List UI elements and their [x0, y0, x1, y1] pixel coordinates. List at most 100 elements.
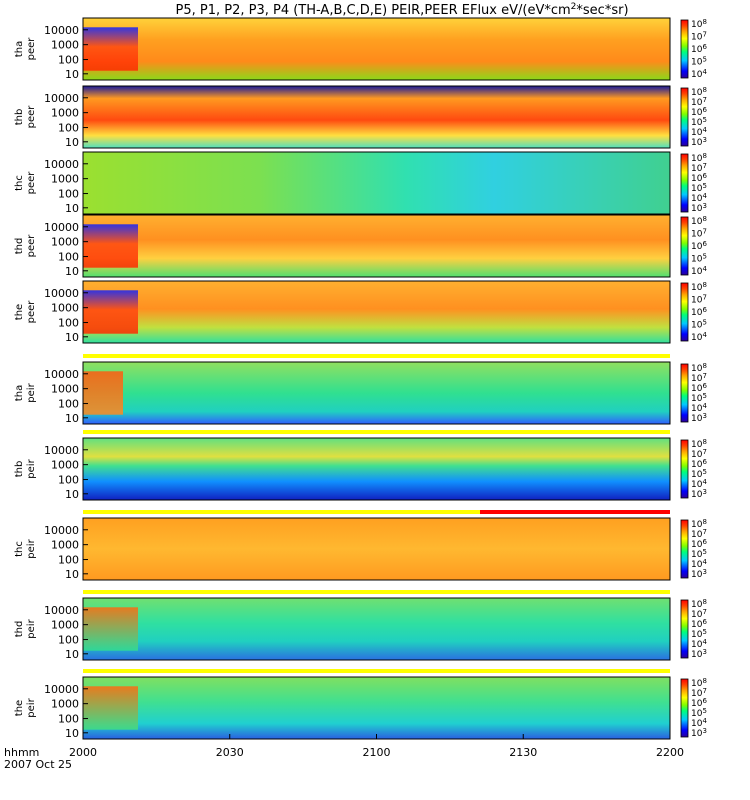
panel-ylabel-2: peir — [26, 382, 37, 402]
y-tick-label: 1000 — [51, 302, 79, 315]
panel-frame — [82, 437, 671, 501]
early-onset-region — [83, 371, 123, 415]
y-tick-label: 10 — [65, 412, 79, 425]
colorbar-tick-label: 108 — [691, 281, 707, 293]
early-onset-region — [83, 27, 138, 71]
y-tick-label: 10000 — [44, 604, 79, 617]
colorbar-tick-label: 108 — [691, 18, 707, 30]
y-tick-label: 1000 — [51, 459, 79, 472]
y-tick-label: 1000 — [51, 107, 79, 120]
y-tick-label: 1000 — [51, 539, 79, 552]
figure-title: P5, P1, P2, P3, P4 (TH-A,B,C,D,E) PEIR,P… — [175, 2, 628, 18]
colorbar — [680, 282, 689, 342]
flag-bar — [83, 669, 670, 673]
y-tick-label: 100 — [58, 634, 79, 647]
flag-bar-red — [480, 510, 670, 514]
colorbar — [680, 363, 689, 423]
x-time-label: hhmm — [4, 746, 39, 759]
y-tick-label: 10000 — [44, 287, 79, 300]
y-tick-label: 1000 — [51, 39, 79, 52]
spectrogram-area — [83, 677, 670, 739]
y-tick-label: 10 — [65, 648, 79, 661]
y-tick-label: 100 — [58, 554, 79, 567]
flag-bar — [83, 354, 670, 358]
panel-frame — [82, 597, 671, 661]
colorbar-tick-label: 105 — [691, 253, 707, 265]
y-tick-label: 10000 — [44, 524, 79, 537]
x-tick-label: 2100 — [363, 746, 391, 759]
colorbar-tick-label: 104 — [691, 68, 707, 80]
x-tick-label: 2130 — [509, 746, 537, 759]
panel-frame — [82, 517, 671, 581]
panel-frame — [82, 214, 671, 278]
colorbar-tick-label: 107 — [691, 31, 707, 43]
colorbar-tick-label: 106 — [691, 306, 707, 318]
y-tick-label: 10 — [65, 68, 79, 81]
colorbar — [680, 19, 689, 79]
colorbar-tick-label: 105 — [691, 319, 707, 331]
y-tick-label: 100 — [58, 54, 79, 67]
colorbar-tick-label: 105 — [691, 56, 707, 68]
x-tick-label: 2030 — [216, 746, 244, 759]
y-tick-label: 10000 — [44, 158, 79, 171]
panel-ylabel-1: thb — [14, 109, 25, 126]
spectrogram-area — [83, 438, 670, 500]
y-tick-label: 10000 — [44, 92, 79, 105]
panel-frame — [82, 85, 671, 149]
early-onset-region — [83, 607, 138, 651]
y-tick-label: 10 — [65, 136, 79, 149]
spectrogram-area — [83, 598, 670, 660]
y-tick-label: 10 — [65, 568, 79, 581]
colorbar-tick-label: 106 — [691, 240, 707, 252]
y-tick-label: 1000 — [51, 698, 79, 711]
panel-ylabel-2: peer — [26, 105, 37, 129]
y-tick-label: 100 — [58, 251, 79, 264]
colorbar-tick-label: 104 — [691, 265, 707, 277]
panel-ylabel-1: thd — [14, 621, 25, 638]
y-tick-label: 1000 — [51, 236, 79, 249]
y-tick-label: 10000 — [44, 368, 79, 381]
panel-ylabel-2: peer — [26, 37, 37, 61]
colorbar-tick-label: 107 — [691, 228, 707, 240]
colorbar — [680, 599, 689, 659]
y-tick-label: 10000 — [44, 221, 79, 234]
panel-ylabel-1: thd — [14, 238, 25, 255]
y-tick-label: 100 — [58, 474, 79, 487]
spectrogram-area — [83, 152, 670, 214]
flag-bar — [83, 590, 670, 594]
y-tick-label: 10000 — [44, 24, 79, 37]
early-onset-region — [83, 290, 138, 334]
colorbar — [680, 439, 689, 499]
time-axis: hhmm 2007 Oct 25 2000 2030 2100 2130 2200 — [4, 734, 684, 771]
panel-ylabel-2: peir — [26, 458, 37, 478]
y-tick-label: 1000 — [51, 173, 79, 186]
spectrogram-area — [83, 215, 670, 277]
colorbar-tick-label: 106 — [691, 43, 707, 55]
spectrogram-area — [83, 18, 670, 80]
early-onset-region — [83, 686, 138, 730]
y-tick-label: 100 — [58, 122, 79, 135]
x-tick-label: 2200 — [656, 746, 684, 759]
x-tick-label: 2000 — [69, 746, 97, 759]
y-tick-label: 10 — [65, 488, 79, 501]
y-tick-label: 10000 — [44, 444, 79, 457]
panel-ylabel-2: peer — [26, 171, 37, 195]
colorbar — [680, 678, 689, 738]
colorbar-tick-label: 108 — [691, 215, 707, 227]
panel-ylabel-1: thc — [14, 175, 25, 191]
y-tick-label: 100 — [58, 317, 79, 330]
early-onset-region — [83, 224, 138, 268]
panel-ylabel-1: the — [14, 700, 25, 716]
colorbar-tick-label: 104 — [691, 331, 707, 343]
flag-bar — [83, 510, 670, 514]
x-date-label: 2007 Oct 25 — [4, 758, 72, 771]
y-tick-label: 10 — [65, 202, 79, 215]
